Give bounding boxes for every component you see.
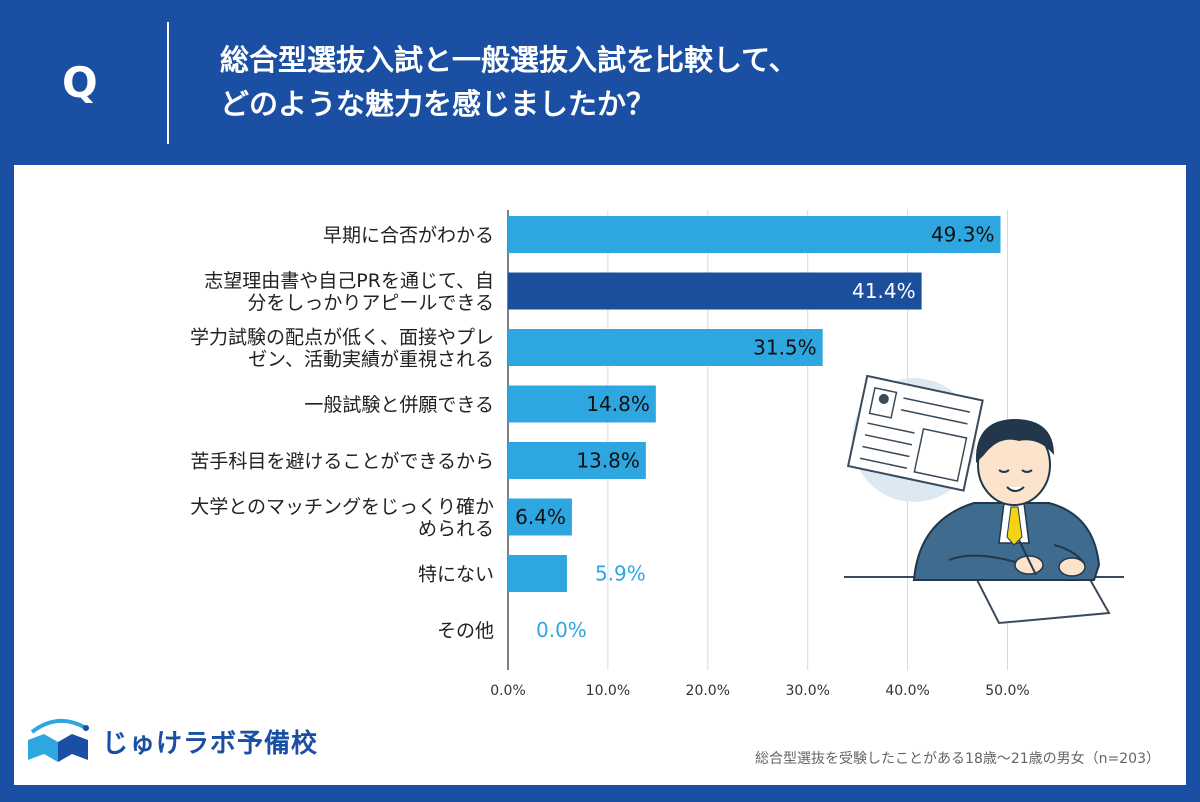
category-label: められる [418, 518, 494, 540]
x-tick-labels: 0.0% 10.0% 20.0% 30.0% 40.0% 50.0% [490, 683, 1030, 699]
x-tick-label: 10.0% [586, 683, 630, 699]
category-label: その他 [437, 620, 494, 642]
question-text: 総合型選抜入試と一般選抜入試を比較して、 どのような魅力を感じましたか？ [220, 38, 798, 126]
category-label: 特にない [418, 564, 494, 586]
category-label: 分をしっかりアピールできる [247, 292, 494, 314]
x-tick-label: 50.0% [985, 683, 1029, 699]
bar [508, 498, 572, 536]
value-label: 14.8% [586, 392, 650, 416]
category-label: 学力試験の配点が低く、面接やプレ [190, 327, 494, 349]
bar [508, 329, 823, 366]
value-label: 41.4% [852, 279, 916, 303]
question-line-1: 総合型選抜入試と一般選抜入試を比較して、 [220, 43, 798, 77]
x-tick-label: 30.0% [785, 683, 829, 699]
x-tick-label: 0.0% [490, 683, 526, 699]
x-tick-label: 20.0% [686, 683, 730, 699]
value-label: 6.4% [515, 505, 566, 529]
bar [508, 216, 1001, 253]
bar [508, 555, 567, 592]
category-label: 苦手科目を避けることができるから [190, 451, 494, 473]
value-label: 5.9% [595, 562, 646, 586]
chart-panel: 49.3% 41.4% 31.5% 14.8% 13.8% 6.4% 5.9% 0.0% 早期… [14, 165, 1186, 785]
question-line-2: どのような魅力を感じましたか？ [220, 87, 656, 121]
brand-logo[interactable]: じゅけラボ予備校 [22, 718, 318, 764]
category-label: 早期に合否がわかる [323, 225, 494, 247]
category-label: 志望理由書や自己PRを通じて、自 [204, 270, 494, 292]
footnote: 総合型選抜を受験したことがある18歳～21歳の男女（n=203） [755, 751, 1160, 767]
bar [508, 272, 922, 310]
bar [508, 442, 646, 479]
value-label: 13.8% [576, 449, 640, 473]
category-labels: 早期に合否がわかる志望理由書や自己PRを通じて、自分をしっかりアピールできる学力… [190, 225, 494, 643]
category-label: 大学とのマッチングをじっくり確か [190, 496, 494, 518]
header-divider [167, 22, 169, 144]
bars: 49.3% 41.4% 31.5% 14.8% 13.8% 6.4% 5.9% 0.0% [508, 216, 1001, 642]
category-label: ゼン、活動実績が重視される [248, 349, 494, 371]
value-label: 49.3% [931, 223, 995, 247]
value-label: 0.0% [536, 618, 587, 642]
x-tick-label: 40.0% [885, 683, 929, 699]
header: Q 総合型選抜入試と一般選抜入試を比較して、 どのような魅力を感じましたか？ [0, 0, 1200, 165]
q-mark: Q [62, 58, 98, 107]
category-label: 一般試験と併願できる [304, 394, 494, 416]
value-label: 31.5% [753, 336, 817, 360]
open-book-icon [28, 719, 89, 762]
brand-name: じゅけラボ予備校 [102, 728, 319, 759]
bar [508, 385, 656, 423]
student-writing-application-illustration [844, 374, 1124, 625]
bar-chart: 49.3% 41.4% 31.5% 14.8% 13.8% 6.4% 5.9% 0.0% 早期… [190, 210, 1124, 699]
